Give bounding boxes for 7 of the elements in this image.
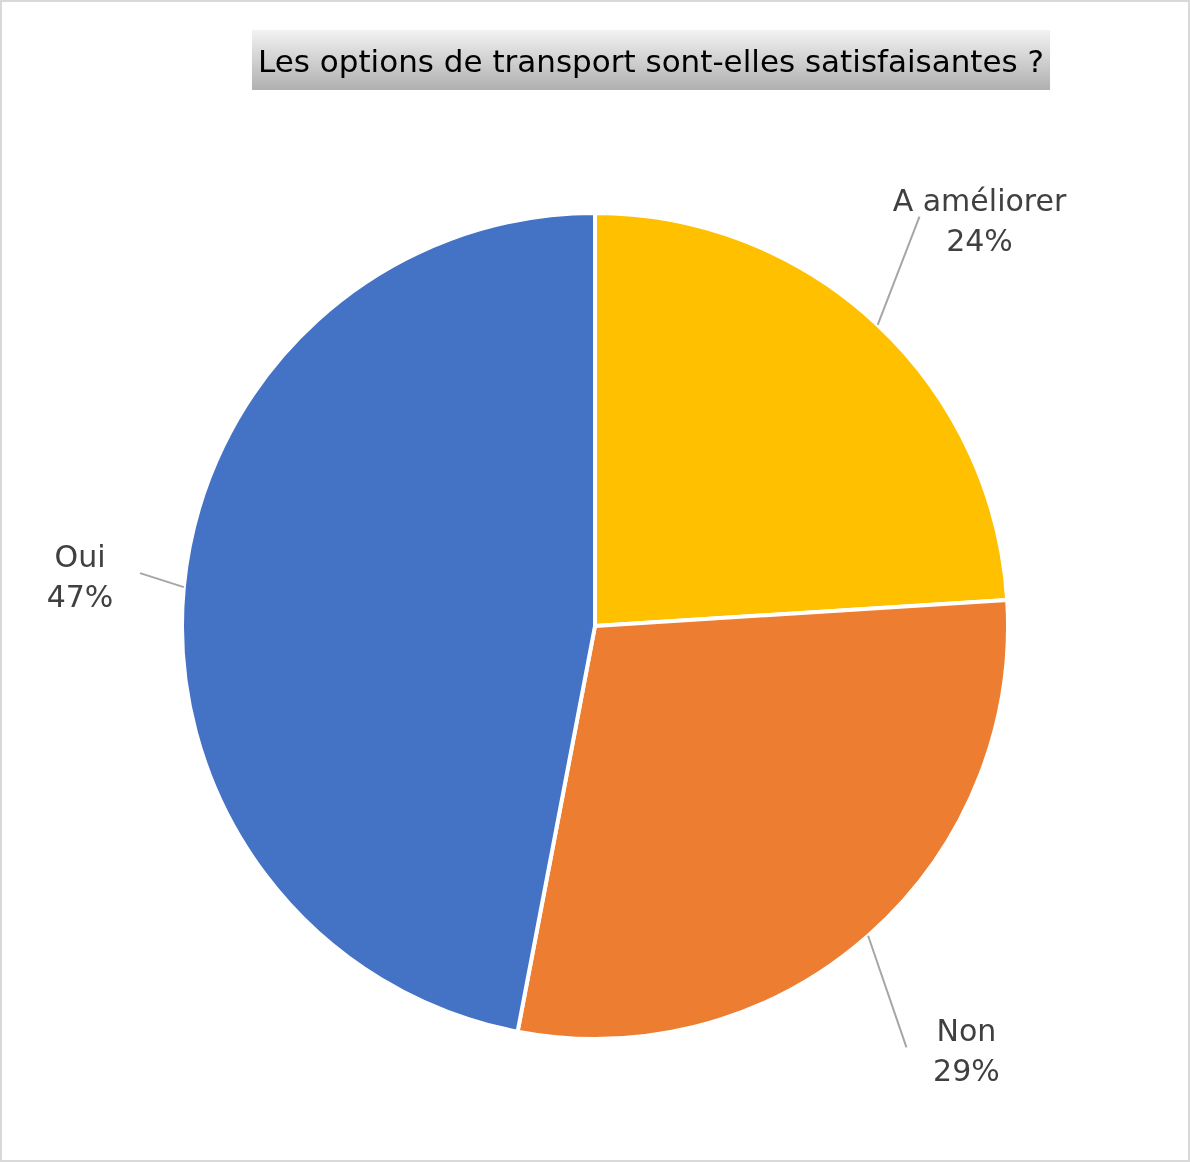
slice-label: Non xyxy=(936,1013,997,1049)
chart-title: Les options de transport sont-elles satisfaisantes ? xyxy=(257,43,1045,79)
data-label: 29% xyxy=(933,1053,1000,1089)
slice-label: A améliorer xyxy=(892,182,1067,218)
data-label: 24% xyxy=(946,222,1013,258)
slice-label: Oui xyxy=(54,539,106,575)
data-label: 47% xyxy=(46,579,114,615)
